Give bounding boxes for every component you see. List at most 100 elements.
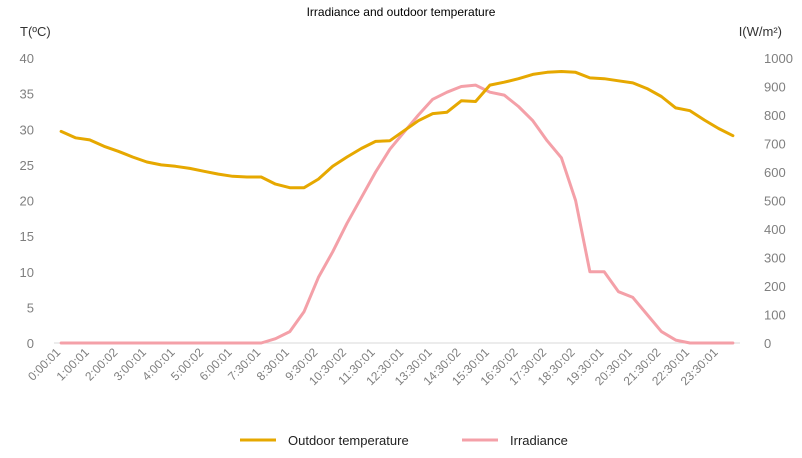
data-point bbox=[446, 91, 448, 93]
data-point bbox=[632, 296, 634, 298]
data-point bbox=[189, 342, 191, 344]
right-tick-label: 300 bbox=[764, 251, 786, 266]
data-point bbox=[403, 129, 405, 131]
data-point bbox=[374, 140, 376, 142]
data-point bbox=[489, 91, 491, 93]
data-point bbox=[660, 95, 662, 97]
data-point bbox=[203, 170, 205, 172]
data-point bbox=[446, 111, 448, 113]
right-axis-label: I(W/m²) bbox=[739, 24, 782, 39]
data-point bbox=[374, 171, 376, 173]
data-point bbox=[603, 77, 605, 79]
data-point bbox=[131, 156, 133, 158]
left-tick-label: 40 bbox=[20, 51, 34, 66]
right-tick-label: 800 bbox=[764, 108, 786, 123]
data-point bbox=[674, 107, 676, 109]
data-point bbox=[274, 338, 276, 340]
left-tick-label: 25 bbox=[20, 158, 34, 173]
series-line-temperature bbox=[59, 70, 735, 190]
data-point bbox=[732, 342, 734, 344]
data-point bbox=[289, 330, 291, 332]
data-point bbox=[189, 167, 191, 169]
left-tick-label: 35 bbox=[20, 87, 34, 102]
data-point bbox=[589, 271, 591, 273]
data-point bbox=[474, 84, 476, 86]
data-point bbox=[532, 73, 534, 75]
left-tick-label: 30 bbox=[20, 122, 34, 137]
data-point bbox=[660, 330, 662, 332]
data-point bbox=[360, 196, 362, 198]
data-point bbox=[331, 165, 333, 167]
data-point bbox=[432, 112, 434, 114]
data-point bbox=[317, 178, 319, 180]
data-point bbox=[231, 175, 233, 177]
data-point bbox=[103, 145, 105, 147]
data-point bbox=[517, 105, 519, 107]
data-point bbox=[74, 342, 76, 344]
data-point bbox=[160, 342, 162, 344]
data-point bbox=[546, 71, 548, 73]
data-point bbox=[346, 222, 348, 224]
legend: Outdoor temperature Irradiance bbox=[240, 433, 568, 448]
data-point bbox=[574, 199, 576, 201]
legend-label: Irradiance bbox=[510, 433, 568, 448]
right-tick-label: 0 bbox=[764, 336, 771, 351]
data-point bbox=[474, 100, 476, 102]
data-point bbox=[560, 70, 562, 72]
left-axis-label: T(ºC) bbox=[20, 24, 51, 39]
data-point bbox=[331, 251, 333, 253]
data-point bbox=[546, 139, 548, 141]
left-axis-ticks: 0 5 10 15 20 25 30 35 40 bbox=[20, 51, 34, 351]
right-tick-label: 400 bbox=[764, 222, 786, 237]
data-point bbox=[489, 84, 491, 86]
data-point bbox=[560, 157, 562, 159]
data-point bbox=[717, 342, 719, 344]
data-point bbox=[174, 342, 176, 344]
data-point bbox=[289, 186, 291, 188]
left-tick-label: 5 bbox=[27, 300, 34, 315]
data-point bbox=[317, 276, 319, 278]
data-point bbox=[417, 120, 419, 122]
data-point bbox=[89, 342, 91, 344]
series-layer bbox=[59, 70, 735, 345]
right-tick-label: 900 bbox=[764, 80, 786, 95]
series-line-irradiance bbox=[59, 83, 735, 345]
data-point bbox=[246, 176, 248, 178]
data-point bbox=[646, 87, 648, 89]
data-point bbox=[617, 80, 619, 82]
data-point bbox=[260, 342, 262, 344]
data-point bbox=[574, 71, 576, 73]
data-point bbox=[460, 85, 462, 87]
data-point bbox=[517, 77, 519, 79]
data-point bbox=[246, 342, 248, 344]
right-tick-label: 100 bbox=[764, 308, 786, 323]
data-point bbox=[260, 176, 262, 178]
data-point bbox=[131, 342, 133, 344]
right-tick-label: 600 bbox=[764, 165, 786, 180]
chart-title: Irradiance and outdoor temperature bbox=[307, 5, 496, 19]
data-point bbox=[203, 342, 205, 344]
data-point bbox=[460, 100, 462, 102]
data-point bbox=[503, 94, 505, 96]
data-point bbox=[103, 342, 105, 344]
data-point bbox=[417, 114, 419, 116]
left-tick-label: 0 bbox=[27, 336, 34, 351]
data-point bbox=[717, 127, 719, 129]
data-point bbox=[603, 271, 605, 273]
data-point bbox=[217, 342, 219, 344]
data-point bbox=[160, 164, 162, 166]
left-tick-label: 20 bbox=[20, 194, 34, 209]
data-point bbox=[646, 313, 648, 315]
data-point bbox=[703, 342, 705, 344]
data-point bbox=[617, 291, 619, 293]
data-point bbox=[389, 148, 391, 150]
data-point bbox=[503, 81, 505, 83]
data-point bbox=[389, 139, 391, 141]
right-tick-label: 700 bbox=[764, 137, 786, 152]
right-tick-label: 200 bbox=[764, 279, 786, 294]
data-point bbox=[60, 130, 62, 132]
data-point bbox=[303, 310, 305, 312]
data-point bbox=[231, 342, 233, 344]
right-tick-label: 500 bbox=[764, 194, 786, 209]
